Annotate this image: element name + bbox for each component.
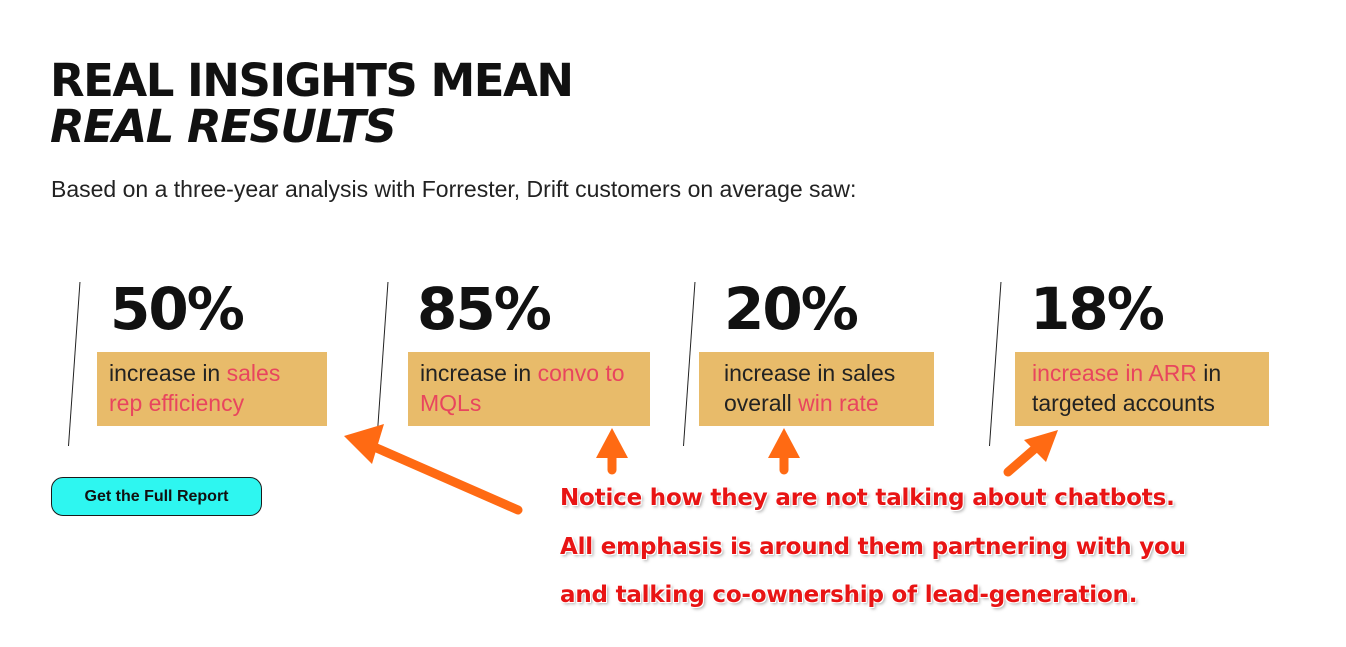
stat-text: increase in sales overall	[724, 360, 896, 416]
stat-description-box: increase in sales overall win rate	[699, 352, 934, 426]
get-full-report-button[interactable]: Get the Full Report	[51, 477, 262, 516]
annotation-line-1: Notice how they are not talking about ch…	[560, 485, 1175, 511]
arrow-icon	[768, 428, 800, 475]
stat-highlight: convo to MQLs	[420, 360, 625, 416]
stat-value: 18%	[1030, 275, 1165, 343]
headline-line-2: REAL RESULTS	[50, 100, 397, 153]
stat-description-box: increase in convo to MQLs	[408, 352, 650, 426]
arrow-icon	[344, 424, 523, 515]
stat-text: increase in	[420, 360, 538, 386]
stat-highlight: increase in ARR	[1032, 360, 1197, 386]
subheading: Based on a three-year analysis with Forr…	[51, 176, 857, 202]
stat-highlight: win rate	[798, 390, 879, 416]
stat-value: 20%	[724, 275, 859, 343]
arrow-icon	[596, 428, 628, 475]
annotation-line-3: and talking co-ownership of lead-generat…	[560, 582, 1138, 608]
annotation-line-2: All emphasis is around them partnering w…	[560, 534, 1186, 560]
stat-value: 85%	[417, 275, 552, 343]
arrow-icon	[1003, 430, 1058, 477]
stat-description-box: increase in ARR in targeted accounts	[1015, 352, 1269, 426]
stat-text-after: in targeted accounts	[1032, 360, 1222, 416]
stat-value: 50%	[110, 275, 245, 343]
stat-description-box: increase in sales rep efficiency	[97, 352, 327, 426]
headline-line-1: REAL INSIGHTS MEAN	[50, 54, 574, 107]
page-headline: REAL INSIGHTS MEAN REAL RESULTS	[50, 58, 574, 153]
stat-highlight: sales rep efficiency	[109, 360, 281, 416]
stat-text: increase in	[109, 360, 227, 386]
